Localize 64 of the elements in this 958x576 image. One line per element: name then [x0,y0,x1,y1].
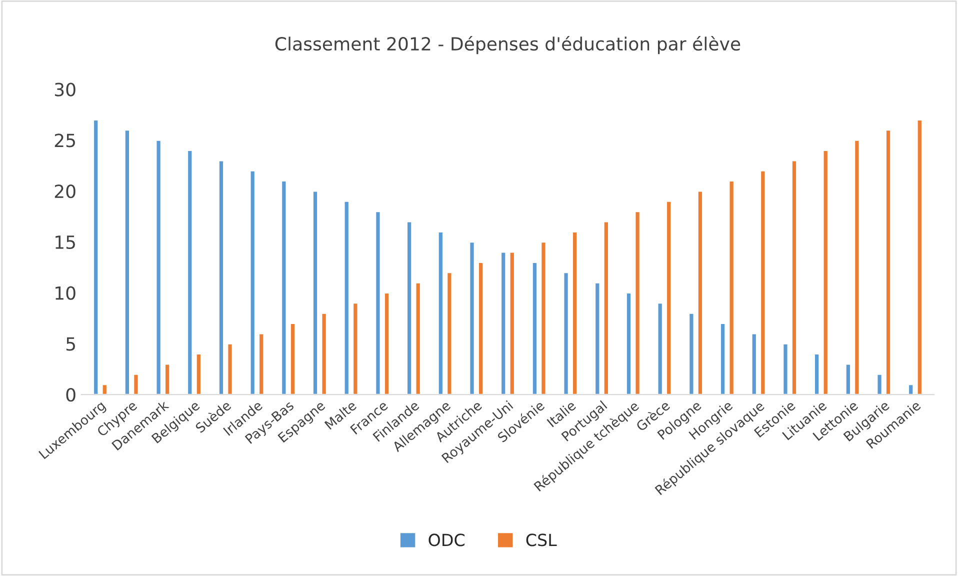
bar [916,119,923,395]
bar [602,220,610,395]
bar [320,312,328,395]
bar [164,363,171,395]
bar [352,302,359,395]
bar [760,170,766,395]
bar [101,384,108,395]
bar [814,353,820,395]
bar [468,241,476,395]
y-tick-label: 0 [66,388,76,402]
bar [728,180,735,395]
bar [414,282,422,395]
bar [572,231,578,395]
bar [437,231,444,395]
bar [666,200,672,395]
legend-label: ODC [428,534,464,546]
bar [186,150,194,395]
bar [885,129,892,395]
bar [626,292,632,395]
bar [218,160,224,395]
bar [500,251,507,395]
bar [226,342,234,395]
bar [697,190,704,395]
bar [656,302,664,395]
bar [562,272,570,395]
legend-label: CSL [526,534,557,546]
y-tick-label: 30 [54,82,76,96]
bar [854,139,860,395]
y-tick-label: 20 [54,184,76,198]
chart-title: Classement 2012 - Dépenses d'éducation par élève [275,36,740,54]
bar [822,150,829,395]
y-tick-label: 5 [66,337,75,351]
bar [374,210,382,395]
bar [508,251,516,395]
bar [720,322,726,395]
bar [791,160,798,395]
bar [406,220,413,395]
bar [540,241,547,395]
bar [343,200,350,395]
bar [132,374,140,395]
bar [594,282,601,395]
bar [634,210,641,395]
y-tick-label: 10 [56,286,76,300]
bar [688,312,695,395]
bar [446,272,453,395]
bar [92,119,100,395]
bar [280,180,288,395]
bar [782,342,789,395]
bar [195,353,202,395]
y-tick-label: 15 [56,236,75,250]
bar [312,190,318,395]
bar [478,262,484,395]
bar [908,384,914,395]
bar [876,374,883,395]
bar [258,332,265,395]
bar [844,363,852,395]
bar [155,139,162,395]
bar [750,332,758,395]
bar [384,292,390,395]
y-tick-label: 25 [54,134,75,148]
bar [249,170,256,395]
bar [124,129,130,395]
bar [290,322,296,395]
bar [531,262,538,395]
